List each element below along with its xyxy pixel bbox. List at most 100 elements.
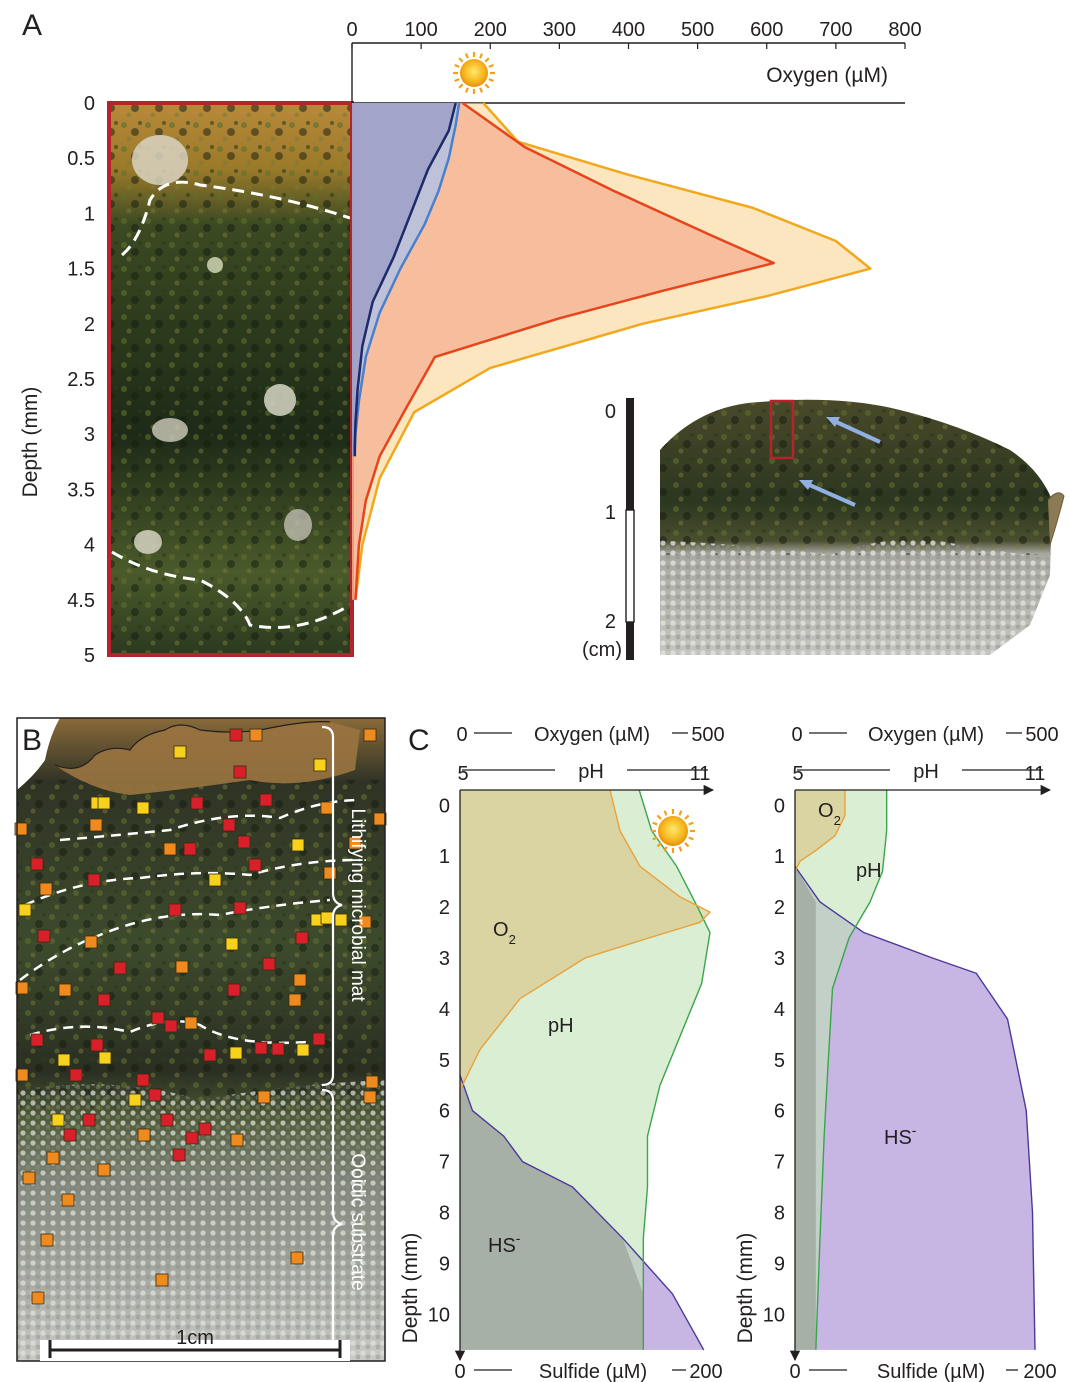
hs-ph-overlap [795, 866, 816, 1350]
panel-a-y-tick-label: 0.5 [67, 148, 95, 170]
panel-a-letter: A [22, 9, 42, 42]
panel-a-mat-photo [107, 101, 354, 657]
panel-a-profile-line [354, 101, 775, 600]
sample-square [259, 793, 273, 807]
sample-square [230, 1133, 244, 1147]
sample-square [30, 1033, 44, 1047]
panel-a-y-tick-label: 1 [84, 203, 95, 225]
panel-a-x-tick-label: 200 [474, 19, 507, 41]
sample-square [18, 903, 32, 917]
day-o2-label: O2 [493, 919, 516, 947]
panel-c-night-top-axes: 0 Oxygen (µM) 500 5 pH 11 [791, 724, 1059, 796]
panel-a-x-tick-label: 600 [750, 19, 783, 41]
day-oxygen-max: 500 [691, 724, 724, 746]
panel-a-y-tick-label: 1.5 [67, 259, 95, 281]
sample-square [63, 1128, 77, 1142]
panel-a-profile-line [353, 102, 457, 457]
panel-c-y-tick-label: 6 [439, 1101, 450, 1123]
sample-square [203, 1048, 217, 1062]
panel-a-x-tick-label: 400 [612, 19, 645, 41]
sample-square [15, 1068, 29, 1082]
sample-square [89, 818, 103, 832]
panel-c-y-tick-label: 2 [439, 897, 450, 919]
sample-square [136, 1073, 150, 1087]
panel-c-y-tick-label: 4 [774, 999, 785, 1021]
sample-square [136, 801, 150, 815]
moon-icon [415, 56, 444, 93]
ph-line [638, 789, 711, 1350]
sample-square [320, 911, 334, 925]
o2-line [459, 789, 711, 1121]
sample-square [271, 1042, 285, 1056]
panel-c-y-tick-label: 7 [774, 1152, 785, 1174]
moon-icon [980, 815, 1012, 853]
panel-b-scale-label: 1cm [176, 1327, 214, 1349]
sample-square [40, 1233, 54, 1247]
night-sulfide-max: 200 [1023, 1361, 1056, 1382]
night-sulfide-min: 0 [789, 1361, 800, 1382]
panel-c-y-tick-label: 5 [774, 1050, 785, 1072]
sample-square [90, 1038, 104, 1052]
sample-square [39, 882, 53, 896]
sample-square [183, 842, 197, 856]
sample-square [69, 1068, 83, 1082]
panel-a-profile-area [352, 103, 456, 457]
sample-square [82, 1113, 96, 1127]
sample-square [291, 838, 305, 852]
sample-square [98, 1051, 112, 1065]
panel-c-y-tick-label: 4 [439, 999, 450, 1021]
panel-c-y-tick-label: 3 [439, 948, 450, 970]
panel-a-y-tick-label: 4 [84, 535, 95, 557]
ph-line [815, 790, 888, 1350]
night-ph-max: 11 [1025, 763, 1046, 785]
sample-square [97, 1163, 111, 1177]
panel-a-y-tick-label: 4.5 [67, 590, 95, 612]
sample-square [290, 1251, 304, 1265]
sample-square [14, 822, 28, 836]
panel-c-y-tick-label: 10 [763, 1304, 785, 1326]
sample-square [51, 1113, 65, 1127]
sample-square [248, 858, 262, 872]
night-hs-label: HS- [884, 1122, 917, 1149]
sample-square [15, 981, 29, 995]
night-sulfide-title: Sulfide (µM) [877, 1361, 985, 1382]
sample-square [334, 913, 348, 927]
panel-c-y-tick-label: 5 [439, 1050, 450, 1072]
sample-square [31, 1291, 45, 1305]
day-sulfide-min: 0 [454, 1361, 465, 1382]
night-oxygen-title: Oxygen (µM) [868, 724, 984, 746]
sample-square [358, 915, 372, 929]
sample-square [198, 1122, 212, 1136]
panel-a-y-tick-label: 2.5 [67, 369, 95, 391]
panel-a-x-tick-label: 500 [681, 19, 714, 41]
sample-square [229, 1046, 243, 1060]
hs-area [795, 866, 1035, 1350]
day-y-title: Depth (mm) [399, 1233, 422, 1344]
sample-square [57, 1053, 71, 1067]
night-oxygen-max: 500 [1025, 724, 1058, 746]
sample-square [113, 961, 127, 975]
panel-c-y-tick-label: 9 [439, 1253, 450, 1275]
ph-area [795, 790, 887, 1350]
panel-a-profile-line [353, 102, 461, 457]
panel-c-y-tick-label: 3 [774, 948, 785, 970]
night-y-title: Depth (mm) [734, 1233, 757, 1344]
panel-a-y-title: Depth (mm) [19, 387, 42, 498]
o2-area [795, 790, 845, 872]
panel-c-y-tick-label: 1 [439, 846, 450, 868]
panel-b-photo [14, 717, 387, 1362]
panel-a-x-tick-label: 800 [888, 19, 921, 41]
sample-square [348, 836, 362, 850]
panel-c-y-tick-label: 0 [439, 795, 450, 817]
sample-square [229, 728, 243, 742]
sample-square [155, 1273, 169, 1287]
panel-a-scale-bar: 0 1 2 (cm) [582, 398, 635, 661]
panel-a-y-tick-label: 2 [84, 314, 95, 336]
panel-b-scale-bar: 1cm [40, 1327, 350, 1361]
sample-square [222, 818, 236, 832]
sample-square [184, 1016, 198, 1030]
panel-a-x-title: Oxygen (µM) [766, 64, 888, 87]
panel-a-y-tick-label: 3 [84, 424, 95, 446]
panel-c-day-top-axes: 0 Oxygen (µM) 500 5 pH 11 [456, 724, 725, 796]
